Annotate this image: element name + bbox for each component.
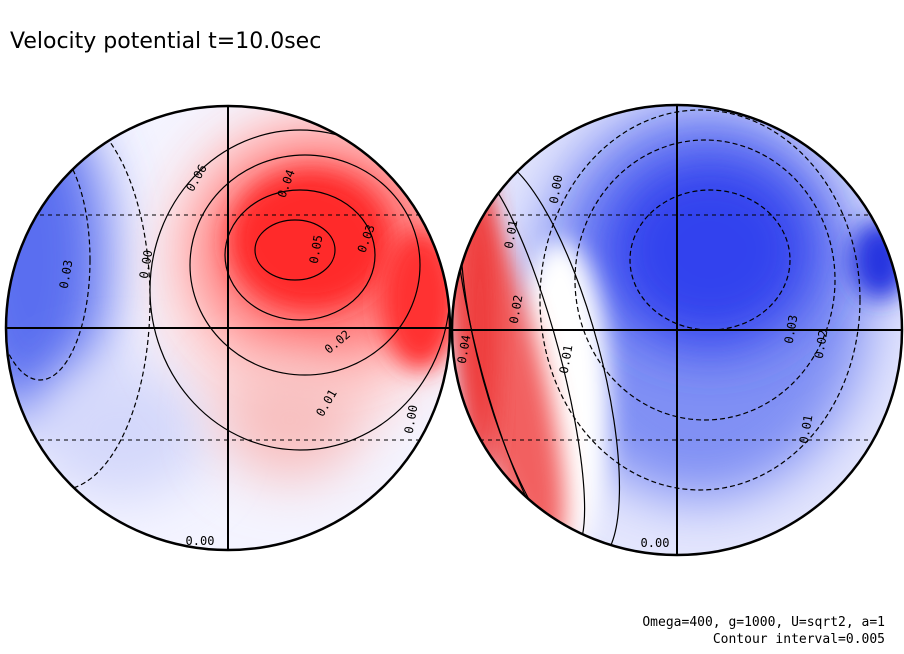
contour-label: 0.00 [137,249,156,280]
contour-label: 0.00 [186,534,215,548]
contour-label: 0.01 [557,344,576,375]
contour-label: 0.00 [641,536,670,550]
footer-line: Omega=400, g=1000, U=sqrt2, a=1 [642,615,885,630]
contour-label: 0.02 [812,329,831,360]
contour-label: 0.04 [455,334,474,365]
contour-label: 0.02 [507,294,526,325]
contour-label: 0.00 [402,404,421,435]
right-hemisphere [452,105,902,555]
title: Velocity potential t=10.0sec [10,29,321,54]
contour-label: 0.01 [502,219,521,250]
contour-label: 0.05 [307,234,326,265]
contour-label: 0.00 [547,174,566,205]
left-hemisphere [6,106,450,550]
footer-line: Contour interval=0.005 [713,632,885,647]
contour-label: 0.01 [797,414,816,445]
contour-label: 0.03 [782,314,801,345]
contour-label: 0.03 [57,259,76,290]
